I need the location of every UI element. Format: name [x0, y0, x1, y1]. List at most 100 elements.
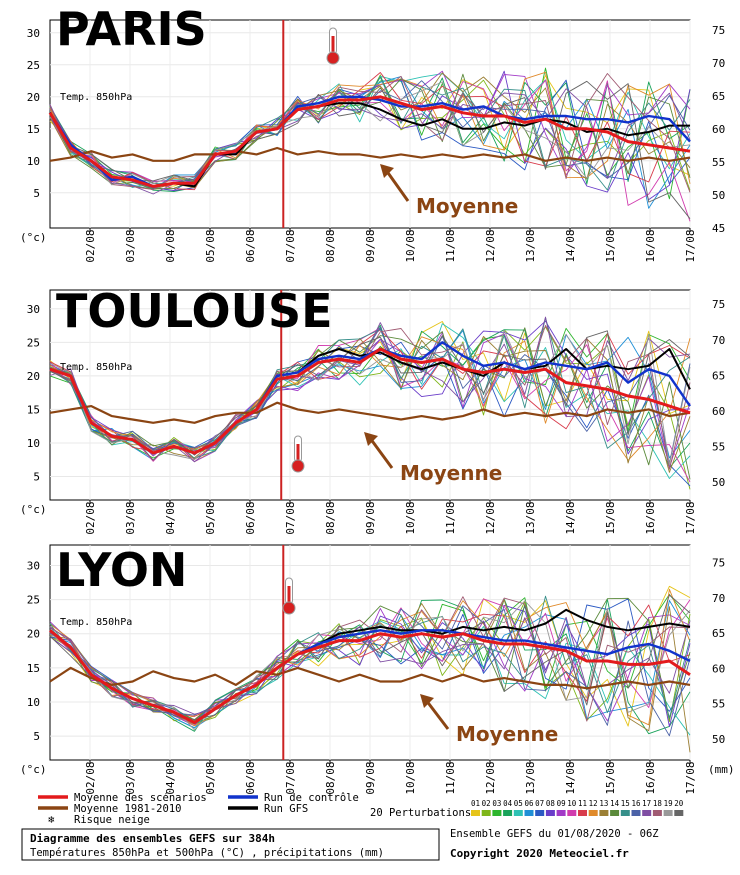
x-tick-label: 04/08 — [164, 501, 177, 534]
series-label: Temp. 850hPa — [60, 92, 132, 103]
perturbation-number: 06 — [524, 799, 534, 808]
x-tick-label: 13/08 — [524, 501, 537, 534]
climatology-line — [49, 146, 691, 162]
y-tick-label: 5 — [33, 471, 40, 484]
x-tick-label: 07/08 — [284, 501, 297, 534]
x-tick-label: 09/08 — [364, 229, 377, 262]
thermometer-mercury — [287, 586, 291, 604]
perturbation-number: 11 — [578, 799, 587, 808]
perturbation-number: 09 — [557, 799, 566, 808]
perturbation-number: 04 — [503, 799, 513, 808]
perturbation-line — [49, 75, 691, 192]
moyenne-arrowhead — [420, 694, 434, 708]
thermometer-bulb — [282, 601, 296, 615]
y-tick-label: 30 — [27, 27, 40, 40]
y-tick-label: 30 — [27, 559, 40, 572]
perturbation-swatch — [620, 810, 630, 816]
thermometer-mercury — [331, 36, 335, 54]
x-tick-label: 10/08 — [404, 501, 417, 534]
x-tick-label: 04/08 — [164, 761, 177, 794]
perturbation-line — [49, 73, 691, 190]
y2-tick-label: 60 — [712, 405, 725, 418]
perturbation-swatch — [578, 810, 587, 816]
perturbation-number: 14 — [610, 799, 620, 808]
perturbation-swatch — [524, 810, 534, 816]
perturbation-swatch — [535, 810, 545, 816]
footer-copyright: Copyright 2020 Meteociel.fr — [450, 847, 629, 860]
perturbation-number: 02 — [482, 799, 491, 808]
perturbation-line — [49, 616, 691, 715]
y2-tick-label: 75 — [712, 298, 725, 311]
x-tick-label: 15/08 — [604, 229, 617, 262]
series-label: Temp. 850hPa — [60, 362, 132, 373]
perturbation-swatch — [631, 810, 641, 816]
x-tick-label: 06/08 — [244, 761, 257, 794]
perturbation-swatch — [471, 810, 480, 816]
y2-tick-label: 70 — [712, 334, 725, 347]
perturbation-number: 17 — [642, 799, 651, 808]
y-unit-label: (°c) — [20, 763, 47, 776]
moyenne-arrow — [384, 169, 410, 202]
climatology-line — [49, 401, 691, 424]
x-tick-label: 09/08 — [364, 501, 377, 534]
y-tick-label: 20 — [27, 370, 40, 383]
perturbation-number: 15 — [621, 799, 630, 808]
footer-box — [21, 828, 440, 861]
perturbation-line — [49, 73, 691, 193]
y-tick-label: 10 — [27, 155, 40, 168]
y2-tick-label: 50 — [712, 733, 725, 746]
snowflake-icon: ❄ — [48, 814, 55, 826]
perturbation-swatch — [652, 810, 662, 816]
y2-unit-label: (mm) — [708, 763, 735, 776]
legend-gfs-label: Run GFS — [264, 803, 308, 815]
panel-lyon: 5 10 15 20 25 30 50 55 60 65 70 75 (°c) (mm) 02/08 03/0… — [20, 543, 735, 795]
x-tick-label: 17/08 — [684, 761, 697, 794]
x-tick-label: 04/08 — [164, 229, 177, 262]
moyenne-arrow — [368, 437, 394, 469]
perturbation-number: 07 — [535, 799, 544, 808]
perturbation-line — [49, 79, 691, 222]
perturbation-line — [49, 597, 691, 721]
x-tick-label: 11/08 — [444, 761, 457, 794]
moyenne-annotation: Moyenne — [416, 194, 518, 218]
perturbation-line — [49, 330, 691, 461]
y-tick-label: 25 — [27, 594, 40, 607]
perturbation-swatch — [588, 810, 598, 816]
x-tick-label: 09/08 — [364, 761, 377, 794]
y2-tick-label: 45 — [712, 222, 725, 235]
moyenne-arrowhead — [364, 432, 378, 446]
perturbation-line — [49, 605, 691, 737]
perturbation-number: 13 — [599, 799, 608, 808]
perturbation-number: 12 — [589, 799, 598, 808]
y2-tick-label: 55 — [712, 698, 725, 711]
x-tick-label: 05/08 — [204, 229, 217, 262]
y-tick-label: 15 — [27, 662, 40, 675]
y2-tick-label: 70 — [712, 592, 725, 605]
footer-run: Ensemble GEFS du 01/08/2020 - 06Z — [450, 828, 659, 840]
legend-mean-label: Moyenne des scénarios — [74, 792, 207, 804]
x-tick-label: 06/08 — [244, 501, 257, 534]
x-tick-label: 02/08 — [84, 501, 97, 534]
moyenne-annotation: Moyenne — [400, 461, 502, 485]
y-tick-label: 20 — [27, 628, 40, 641]
y-unit-label: (°c) — [20, 231, 47, 244]
perturbation-line — [49, 325, 691, 470]
moyenne-annotation: Moyenne — [456, 722, 558, 746]
y2-tick-label: 75 — [712, 24, 725, 37]
x-tick-label: 11/08 — [444, 229, 457, 262]
climatology-line — [49, 666, 691, 690]
legend-climatology-label: Moyenne 1981-2010 — [74, 803, 181, 815]
x-tick-label: 14/08 — [564, 229, 577, 262]
x-tick-label: 15/08 — [604, 761, 617, 794]
perturbation-line — [49, 88, 691, 195]
y2-tick-label: 65 — [712, 627, 725, 640]
x-tick-label: 17/08 — [684, 501, 697, 534]
y-unit-label: (°c) — [20, 503, 47, 516]
perturbation-swatch — [674, 810, 684, 816]
y2-tick-label: 70 — [712, 57, 725, 70]
x-tick-label: 16/08 — [644, 229, 657, 262]
perturbation-swatch — [642, 810, 652, 816]
y-tick-label: 5 — [33, 187, 40, 200]
perturbation-number: 05 — [514, 799, 523, 808]
